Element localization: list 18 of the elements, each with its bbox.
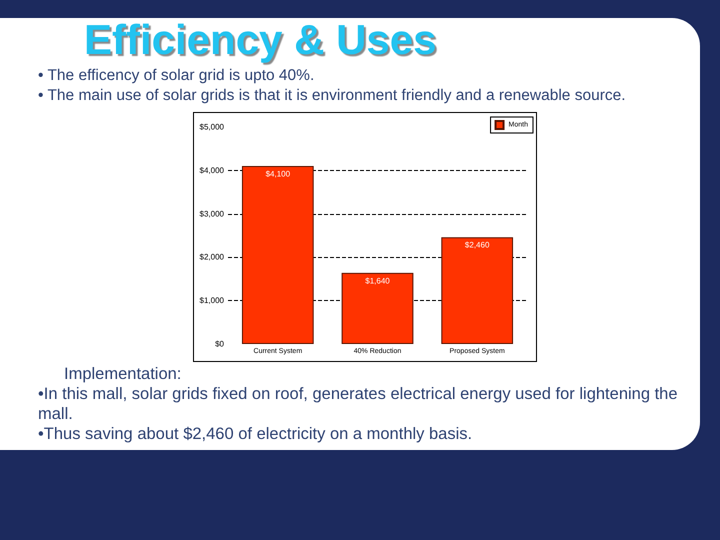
bar — [342, 272, 414, 344]
y-tick-label: $4,000 — [200, 166, 225, 175]
chart-title: Efficiency & Uses — [84, 16, 436, 64]
y-tick-label: $5,000 — [200, 122, 225, 132]
y-tick-label: $0 — [215, 340, 225, 348]
bar — [242, 166, 314, 344]
y-tick-label: $2,000 — [200, 252, 225, 262]
text: • The main use of solar grids is that it is environment friendly and a renewable source. — [38, 86, 627, 106]
bar — [441, 237, 514, 344]
text: •In this mall, solar grids fixed on roof, generates electrical energy used for lightening the mall. — [38, 384, 679, 424]
text: Implementation: — [63, 364, 182, 384]
y-tick-label: $3,000 — [200, 209, 225, 218]
data-label: $2,460 — [464, 240, 490, 250]
text: • The efficency of solar grid is upto 40%. — [38, 66, 316, 86]
y-tick-label: $1,000 — [200, 296, 225, 306]
text: •Thus saving about $2,460 of electricity on a monthly basis. — [38, 424, 474, 444]
data-label: $4,100 — [266, 170, 291, 179]
data-label: $1,640 — [365, 276, 390, 286]
